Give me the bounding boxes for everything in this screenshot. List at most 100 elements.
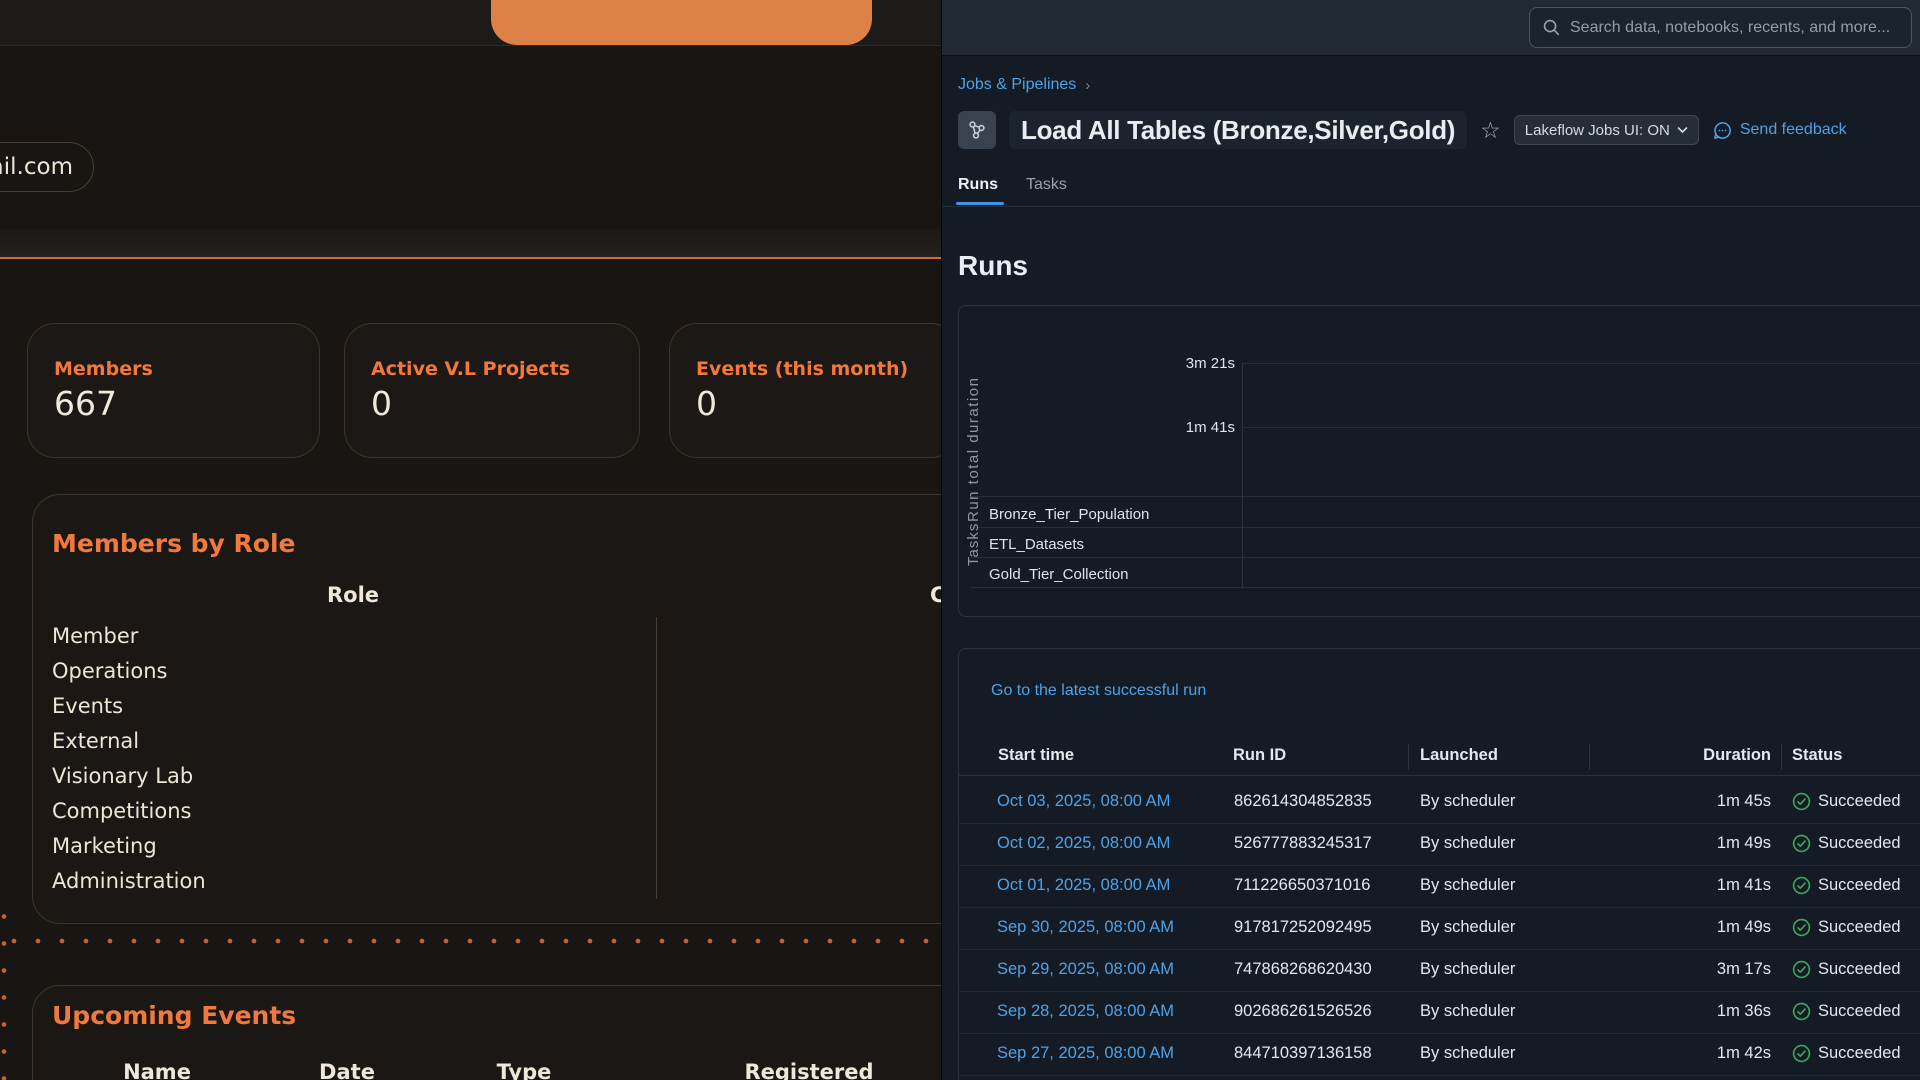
stat-card-events: Events (this month) 0: [669, 323, 941, 458]
column-divider: [656, 617, 657, 899]
members-by-role-card: Members by Role Role Count Member Operati…: [32, 494, 941, 924]
search-input[interactable]: [1570, 18, 1899, 37]
run-duration: 1m 49s: [1716, 834, 1771, 852]
col-duration[interactable]: Duration: [1703, 746, 1771, 764]
lakeflow-ui-toggle[interactable]: Lakeflow Jobs UI: ON: [1513, 115, 1699, 145]
email-pill[interactable]: mail.com: [0, 142, 94, 192]
run-launched-by: By scheduler: [1420, 792, 1516, 810]
latest-successful-run-link[interactable]: Go to the latest successful run: [991, 682, 1207, 699]
upcoming-events-title: Upcoming Events: [52, 1001, 297, 1030]
run-id: 711226650371016: [1234, 876, 1371, 894]
success-check-icon: [1792, 960, 1811, 979]
run-start-time-link[interactable]: Sep 27, 2025, 08:00 AM: [997, 1044, 1175, 1062]
run-row[interactable]: Sep 29, 2025, 08:00 AM 747868268620430 By …: [959, 950, 1920, 992]
chart-axis-line: [1242, 363, 1243, 589]
breadcrumb-jobs-pipelines[interactable]: Jobs & Pipelines: [958, 76, 1077, 93]
tab-runs[interactable]: Runs: [958, 176, 998, 193]
active-tab-underline: [956, 202, 1004, 205]
stat-label: Events (this month): [696, 358, 909, 380]
run-start-time-link[interactable]: Sep 29, 2025, 08:00 AM: [997, 960, 1175, 978]
chevron-down-icon: [1677, 127, 1688, 134]
success-check-icon: [1792, 876, 1811, 895]
stat-card-projects: Active V.L Projects 0: [344, 323, 640, 458]
members-by-role-title: Members by Role: [52, 529, 296, 558]
task-row-label[interactable]: ETL_Datasets: [989, 536, 1085, 553]
favorite-star-icon[interactable]: ☆: [1480, 117, 1501, 143]
runs-table-card: Go to the latest successful run Start ti…: [958, 648, 1920, 1080]
run-row[interactable]: Oct 02, 2025, 08:00 AM 526777883245317 By …: [959, 824, 1920, 866]
send-feedback-link[interactable]: Send feedback: [1712, 120, 1847, 141]
feedback-label: Send feedback: [1739, 121, 1847, 138]
run-status: Succeeded: [1792, 960, 1901, 979]
header-column-divider: [1781, 744, 1782, 770]
feedback-bubble-icon: [1713, 121, 1731, 139]
role-row: Competitions: [52, 799, 192, 823]
events-col-type: Type: [496, 1060, 552, 1080]
run-row[interactable]: Sep 30, 2025, 08:00 AM 917817252092495 By …: [959, 908, 1920, 950]
run-status: Succeeded: [1792, 834, 1901, 853]
run-row[interactable]: Sep 28, 2025, 08:00 AM 902686261526526 By …: [959, 992, 1920, 1034]
run-start-time-link[interactable]: Oct 02, 2025, 08:00 AM: [997, 834, 1171, 852]
gridline: [1242, 427, 1920, 428]
orange-tab[interactable]: [491, 0, 872, 45]
role-list: Member Operations Events External Visionary …: [52, 619, 206, 899]
run-duration: 1m 41s: [1716, 876, 1771, 894]
run-launched-by: By scheduler: [1420, 876, 1516, 894]
run-start-time-link[interactable]: Sep 28, 2025, 08:00 AM: [997, 1002, 1175, 1020]
job-workflow-icon: [958, 111, 996, 149]
status-label: Succeeded: [1818, 1002, 1901, 1020]
role-row: External: [52, 729, 140, 753]
col-start-time[interactable]: Start time: [998, 746, 1075, 764]
run-row[interactable]: Oct 03, 2025, 08:00 AM 862614304852835 By …: [959, 782, 1920, 824]
global-search-box[interactable]: [1529, 7, 1912, 48]
run-launched-by: By scheduler: [1420, 918, 1516, 936]
run-id: 526777883245317: [1234, 834, 1372, 852]
col-status[interactable]: Status: [1792, 746, 1843, 764]
chart-tick-1m41s: 1m 41s: [1185, 419, 1235, 436]
status-label: Succeeded: [1818, 1044, 1901, 1062]
job-tabs: Runs Tasks: [958, 176, 1067, 194]
status-label: Succeeded: [1818, 792, 1901, 810]
runs-table-header: Start time Run ID Launched Duration Stat…: [959, 739, 1920, 776]
role-row: Member: [52, 624, 139, 648]
run-row[interactable]: Sep 27, 2025, 08:00 AM 844710397136158 By …: [959, 1034, 1920, 1076]
databricks-panel: Jobs & Pipelines › Load All Tables (Bron…: [941, 0, 1920, 1080]
navbar-bottom-band: [0, 229, 941, 259]
task-row-label[interactable]: Bronze_Tier_Population: [989, 506, 1150, 523]
run-row[interactable]: Oct 01, 2025, 08:00 AM 711226650371016 By …: [959, 866, 1920, 908]
gridline: [1242, 363, 1920, 364]
success-check-icon: [1792, 1002, 1811, 1021]
chart-tasks-axis-label: Tasks: [965, 522, 982, 566]
run-status: Succeeded: [1792, 1002, 1901, 1021]
status-label: Succeeded: [1818, 876, 1901, 894]
stat-value: 0: [371, 384, 392, 423]
stat-card-members: Members 667: [27, 323, 320, 458]
count-column-header: Count: [930, 583, 941, 607]
role-column-header: Role: [326, 583, 380, 607]
run-start-time-link[interactable]: Sep 30, 2025, 08:00 AM: [997, 918, 1175, 936]
col-run-id[interactable]: Run ID: [1233, 746, 1287, 764]
run-launched-by: By scheduler: [1420, 834, 1516, 852]
run-launched-by: By scheduler: [1420, 1044, 1516, 1062]
tabs-divider: [942, 206, 1920, 207]
run-launched-by: By scheduler: [1420, 960, 1516, 978]
run-start-time-link[interactable]: Oct 01, 2025, 08:00 AM: [997, 876, 1171, 894]
runs-chart-card: Run total duration 3m 21s 1m 41s Tasks B…: [958, 305, 1920, 617]
upcoming-events-card: Upcoming Events Name Date Type Registere…: [32, 985, 941, 1080]
dotted-divider-vertical: [1, 903, 7, 1080]
left-dashboard-app: mail.com Members 667 Active V.L Projects…: [0, 0, 941, 1080]
success-check-icon: [1792, 792, 1811, 811]
search-icon: [1542, 18, 1561, 37]
task-row-label[interactable]: Gold_Tier_Collection: [989, 566, 1129, 583]
role-row: Visionary Lab: [52, 764, 194, 788]
run-duration: 1m 49s: [1716, 918, 1771, 936]
col-launched[interactable]: Launched: [1420, 746, 1498, 764]
header-column-divider: [1408, 744, 1409, 770]
events-col-registered: Registered: [744, 1060, 874, 1080]
dotted-divider-horizontal: [2, 938, 941, 944]
job-title-row: Load All Tables (Bronze,Silver,Gold) ☆ L…: [958, 111, 1847, 149]
tab-tasks[interactable]: Tasks: [1026, 176, 1067, 193]
role-row: Marketing: [52, 834, 157, 858]
run-start-time-link[interactable]: Oct 03, 2025, 08:00 AM: [997, 792, 1171, 810]
